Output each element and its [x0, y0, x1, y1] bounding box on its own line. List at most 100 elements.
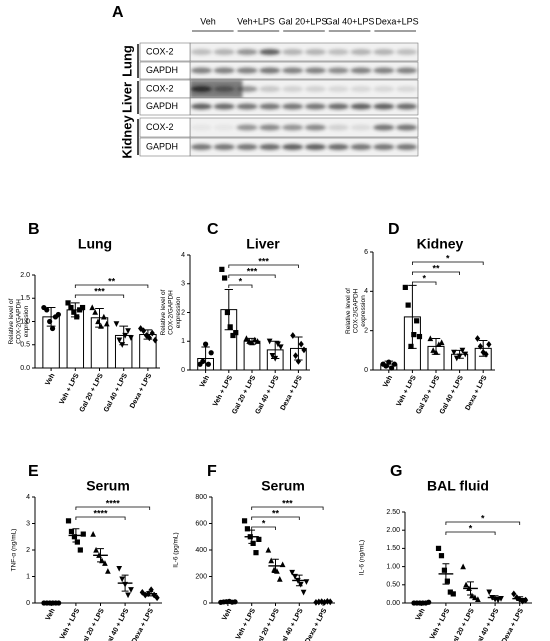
data-point	[152, 336, 158, 344]
data-point	[451, 349, 457, 356]
significance-bracket	[412, 261, 484, 265]
data-point	[460, 563, 466, 570]
error-bar	[121, 574, 129, 592]
panel-letter: F	[207, 463, 217, 480]
data-point	[462, 351, 469, 358]
blot-band	[350, 144, 372, 150]
y-axis-label: expression	[360, 295, 367, 327]
band-label: COX-2	[146, 83, 174, 93]
y-tick-label: 0.50	[386, 582, 400, 589]
error-bar	[408, 284, 417, 349]
band-label: COX-2	[146, 46, 174, 56]
error-bar	[248, 529, 256, 544]
data-point	[426, 599, 432, 605]
x-tick-label: Veh	[221, 608, 233, 622]
panel-letter: G	[390, 463, 402, 480]
error-bar	[294, 336, 303, 361]
blot-band	[282, 103, 304, 110]
lane-label: Gal 20+LPS	[279, 16, 328, 26]
blot-band	[373, 103, 395, 110]
band-label-box	[139, 97, 191, 116]
data-point	[298, 340, 304, 348]
data-point	[444, 578, 450, 584]
data-point	[416, 333, 423, 340]
x-tick-label: Veh	[199, 375, 211, 389]
error-bar	[224, 600, 232, 603]
significance-bracket	[74, 294, 125, 298]
panel-letter: D	[388, 221, 400, 238]
data-point	[408, 343, 414, 349]
x-tick-label: Veh	[45, 608, 57, 622]
blot-band	[373, 124, 395, 131]
data-point	[92, 309, 99, 315]
data-point	[105, 568, 111, 574]
data-point	[128, 587, 134, 593]
y-tick-label: 2	[181, 309, 185, 316]
lane-label: Gal 40+LPS	[326, 16, 375, 26]
error-bar	[478, 340, 488, 357]
significance-label: *	[481, 513, 485, 523]
significance-label: **	[432, 263, 440, 273]
blot-band	[190, 49, 212, 55]
data-point	[293, 352, 299, 360]
error-bar	[455, 349, 464, 359]
band-label: GAPDH	[146, 101, 178, 111]
organ-label: Lung	[119, 45, 134, 77]
significance-label: ***	[247, 266, 258, 276]
lane-label: Veh	[200, 16, 216, 26]
data-point	[511, 590, 517, 598]
chart-title: Kidney	[417, 236, 464, 252]
blot-band	[213, 86, 235, 92]
blot-band	[304, 49, 326, 55]
y-tick-label: 2	[26, 547, 30, 554]
y-axis-label: Relative level of	[8, 298, 15, 344]
y-tick-label: 1.50	[386, 545, 400, 552]
panel-letter: E	[28, 463, 39, 480]
significance-label: ****	[93, 508, 108, 518]
blot-band	[304, 67, 326, 74]
data-point	[486, 341, 492, 348]
lane-label: Veh+LPS	[237, 16, 275, 26]
blot-band	[259, 67, 281, 74]
significance-bracket	[74, 284, 149, 288]
data-point	[405, 302, 411, 308]
data-point	[89, 304, 96, 311]
data-point	[125, 592, 131, 599]
blot-band	[259, 86, 281, 92]
data-point	[68, 304, 74, 311]
data-point	[441, 567, 448, 573]
error-bar	[272, 558, 279, 574]
data-point	[290, 332, 296, 339]
x-tick-label: Dexa + LPS	[464, 374, 488, 411]
data-point	[65, 300, 71, 306]
chart-title: BAL fluid	[427, 478, 489, 494]
blot-band	[259, 49, 281, 55]
blot-band	[304, 144, 326, 150]
data-point	[266, 338, 273, 345]
panel-letter: A	[112, 4, 124, 21]
y-tick-label: 0	[26, 600, 30, 607]
data-point	[391, 361, 398, 367]
band-label: GAPDH	[146, 141, 178, 151]
y-tick-label: 0.0	[20, 365, 30, 372]
data-point	[402, 284, 408, 290]
x-tick-label: Gal 40 + LPS	[254, 374, 280, 415]
y-tick-label: 600	[195, 520, 207, 527]
data-point	[253, 550, 259, 556]
band-label: COX-2	[146, 122, 174, 132]
data-point	[477, 343, 483, 350]
data-point	[230, 332, 236, 339]
panel-letter: C	[207, 221, 219, 238]
data-point	[276, 576, 283, 582]
data-point	[301, 346, 307, 354]
significance-bracket	[251, 526, 276, 530]
data-point	[269, 353, 276, 359]
data-point	[65, 518, 72, 524]
error-bar	[224, 289, 233, 331]
error-bar	[247, 337, 257, 345]
data-point	[427, 335, 434, 342]
blot-band	[350, 103, 372, 110]
blot-band	[236, 86, 258, 92]
blot-band	[259, 124, 281, 131]
x-tick-label: Dexa + LPS	[280, 374, 304, 411]
